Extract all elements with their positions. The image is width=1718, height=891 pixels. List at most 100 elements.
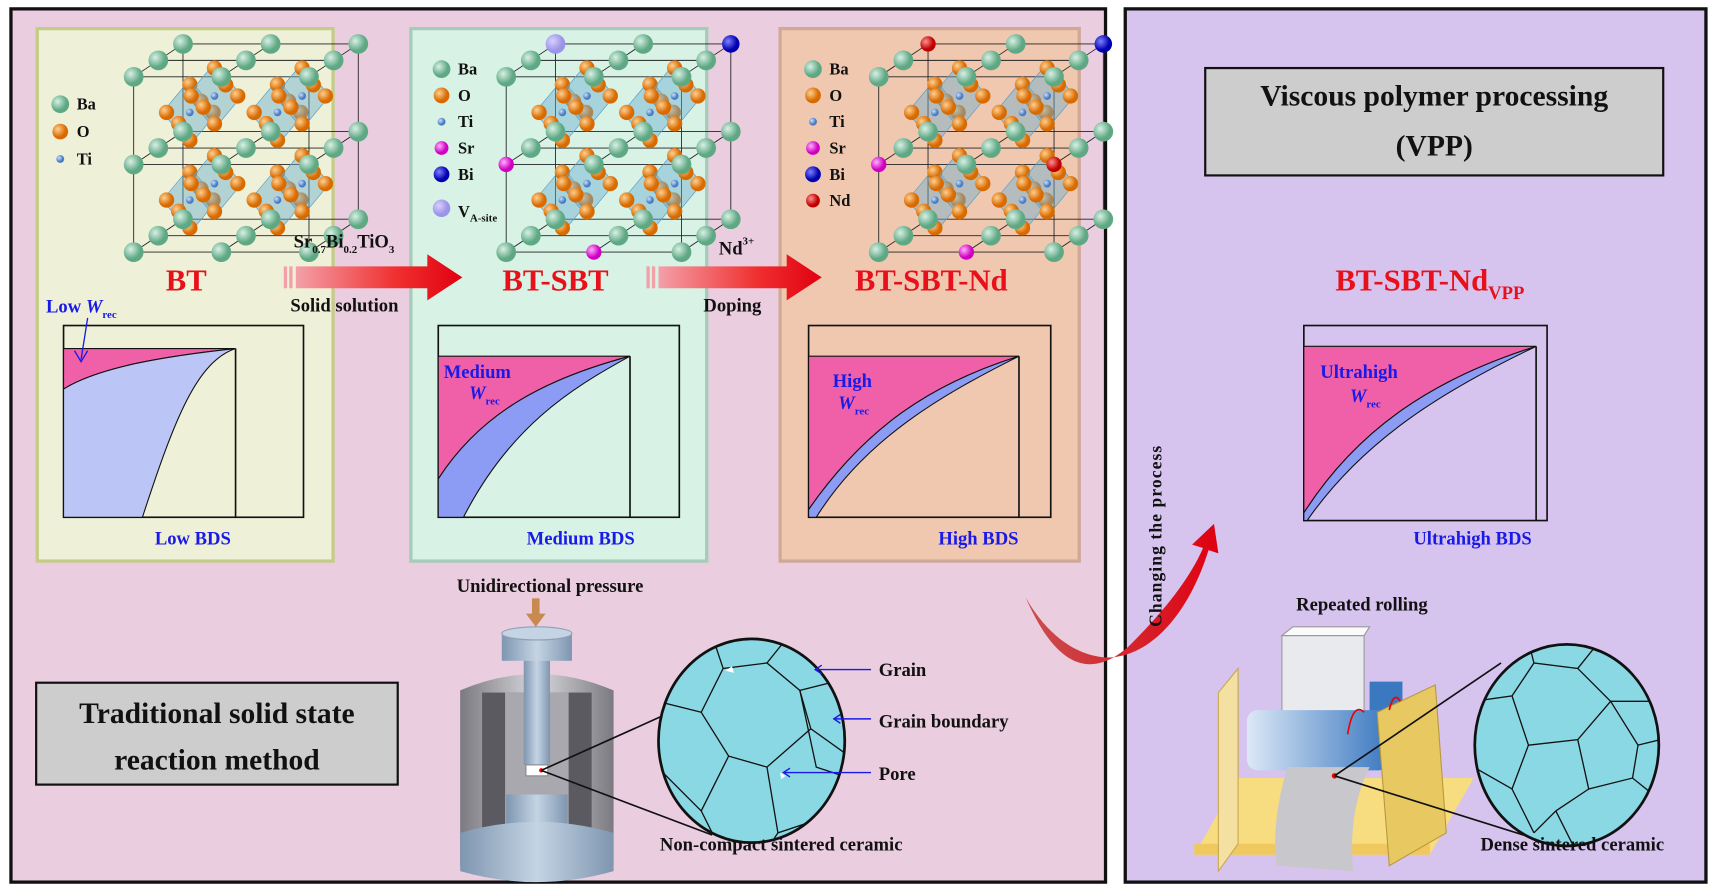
ba-atom bbox=[1093, 209, 1114, 230]
ba-atom bbox=[323, 225, 344, 246]
traditional-method-line1: Traditional solid state bbox=[79, 698, 355, 730]
ba-atom-icon bbox=[432, 60, 451, 79]
bt-sbt-nd-title: BT-SBT-Nd bbox=[855, 263, 1008, 297]
ba-atom bbox=[236, 225, 256, 246]
solid-solution-arrow bbox=[283, 254, 463, 301]
ba-atom bbox=[1005, 209, 1026, 230]
ba-atom bbox=[696, 138, 717, 158]
ba-atom bbox=[520, 225, 541, 246]
ba-atom bbox=[633, 34, 654, 54]
bt-title: BT bbox=[166, 263, 207, 297]
bi-atom-icon bbox=[805, 166, 821, 183]
ba-atom bbox=[299, 154, 319, 175]
legend-label: Nd bbox=[829, 191, 850, 210]
ba-atom bbox=[1068, 138, 1089, 158]
ba-atom bbox=[671, 66, 692, 87]
bt-sbt-wrec-prefix: Medium bbox=[444, 362, 512, 383]
ba-atom bbox=[583, 66, 604, 87]
ba-atom bbox=[260, 34, 281, 54]
ba-atom bbox=[348, 34, 369, 54]
nd-atom bbox=[1046, 156, 1062, 173]
ti-atom-icon bbox=[809, 117, 817, 126]
grain-boundary-label: Grain boundary bbox=[879, 712, 1009, 733]
ba-atom bbox=[545, 121, 566, 142]
ti-atom-icon bbox=[56, 155, 65, 163]
ba-atom bbox=[236, 138, 256, 158]
bt-sbt-wrec-label: Wrec bbox=[469, 383, 500, 407]
dense-ceramic-label: Dense sintered ceramic bbox=[1480, 834, 1664, 855]
ba-atom bbox=[696, 50, 717, 71]
ba-atom bbox=[236, 50, 256, 71]
changing-process-label: Changing the process bbox=[1145, 445, 1165, 627]
ba-atom bbox=[173, 121, 193, 142]
vpp-method-box bbox=[1204, 66, 1665, 177]
non-compact-ceramic-label: Non-compact sintered ceramic bbox=[660, 834, 903, 855]
ba-atom bbox=[348, 209, 369, 230]
ba-atom bbox=[173, 34, 193, 54]
legend-item-sbt-bi: Bi bbox=[433, 165, 474, 184]
solid-solution-label: Solid solution bbox=[290, 295, 399, 316]
crystal-structures bbox=[123, 34, 1114, 262]
ba-atom bbox=[956, 66, 977, 87]
ba-atom bbox=[496, 66, 517, 87]
legend-item-nd-nd: Nd bbox=[806, 191, 850, 210]
nd-atom bbox=[920, 36, 936, 52]
legend-item-nd-o: O bbox=[805, 86, 842, 105]
ba-atom bbox=[1044, 66, 1064, 87]
vpp-wrec-label: Wrec bbox=[1350, 386, 1381, 410]
ba-atom bbox=[1068, 50, 1089, 71]
legend-label: Ba bbox=[77, 95, 96, 114]
process-change-arrow bbox=[1025, 523, 1219, 665]
ba-atom bbox=[671, 154, 692, 175]
ba-atom bbox=[868, 242, 889, 262]
legend-item-bt-ba: Ba bbox=[51, 95, 96, 114]
sr-atom bbox=[871, 156, 887, 173]
vpp-pe-loop bbox=[1303, 324, 1548, 522]
ba-atom bbox=[173, 209, 193, 230]
dense-grain-magnified bbox=[1473, 642, 1661, 848]
legend-label: Sr bbox=[829, 139, 845, 158]
legend-item-sbt-ti: Ti bbox=[437, 112, 474, 131]
ba-atom bbox=[1005, 121, 1026, 142]
ba-atom bbox=[868, 66, 889, 87]
bi-atom-icon bbox=[433, 166, 450, 183]
bt-sbt-nd-pe-loop bbox=[807, 324, 1052, 519]
pressure-label: Unidirectional pressure bbox=[457, 576, 644, 597]
ba-atom bbox=[260, 209, 281, 230]
ba-atom bbox=[123, 242, 144, 262]
legend-label: Ti bbox=[829, 112, 845, 131]
ba-atom bbox=[720, 121, 741, 142]
sr-atom-icon bbox=[434, 141, 449, 155]
legend-item-nd-sr: Sr bbox=[806, 139, 846, 158]
crystal-bt bbox=[123, 34, 369, 262]
ba-atom bbox=[608, 50, 629, 71]
ba-atom-icon bbox=[51, 95, 70, 114]
ba-atom bbox=[696, 225, 717, 246]
ba-atom bbox=[323, 50, 344, 71]
rolling-machine-illustration bbox=[1194, 626, 1535, 873]
ba-atom bbox=[1044, 242, 1064, 262]
sr-atom bbox=[958, 244, 975, 260]
crystal-bt-sbt-nd bbox=[868, 34, 1114, 262]
ba-atom bbox=[123, 66, 144, 87]
legend-item-bt-ti: Ti bbox=[56, 149, 92, 168]
ba-atom bbox=[981, 225, 1001, 246]
ba-atom bbox=[956, 154, 977, 175]
legend-item-nd-bi: Bi bbox=[805, 165, 845, 184]
traditional-method-line2: reaction method bbox=[114, 744, 320, 776]
pore-label: Pore bbox=[879, 764, 916, 785]
bi-atom bbox=[722, 35, 740, 53]
o-atom-icon bbox=[433, 87, 450, 104]
vacancy-icon bbox=[432, 199, 451, 218]
vpp-wrec-prefix: Ultrahigh bbox=[1320, 362, 1398, 383]
ba-atom bbox=[1093, 121, 1114, 142]
ba-atom bbox=[211, 154, 232, 175]
o-atom-icon bbox=[805, 87, 821, 104]
dopant-label: Nd3+ bbox=[719, 235, 755, 259]
press-die-illustration bbox=[460, 598, 713, 883]
legend-label: Ba bbox=[829, 60, 848, 79]
sr-atom-icon bbox=[806, 141, 820, 155]
ba-atom-icon bbox=[804, 60, 822, 79]
legend-item-bt-o: O bbox=[52, 122, 89, 141]
ba-atom bbox=[520, 138, 541, 158]
